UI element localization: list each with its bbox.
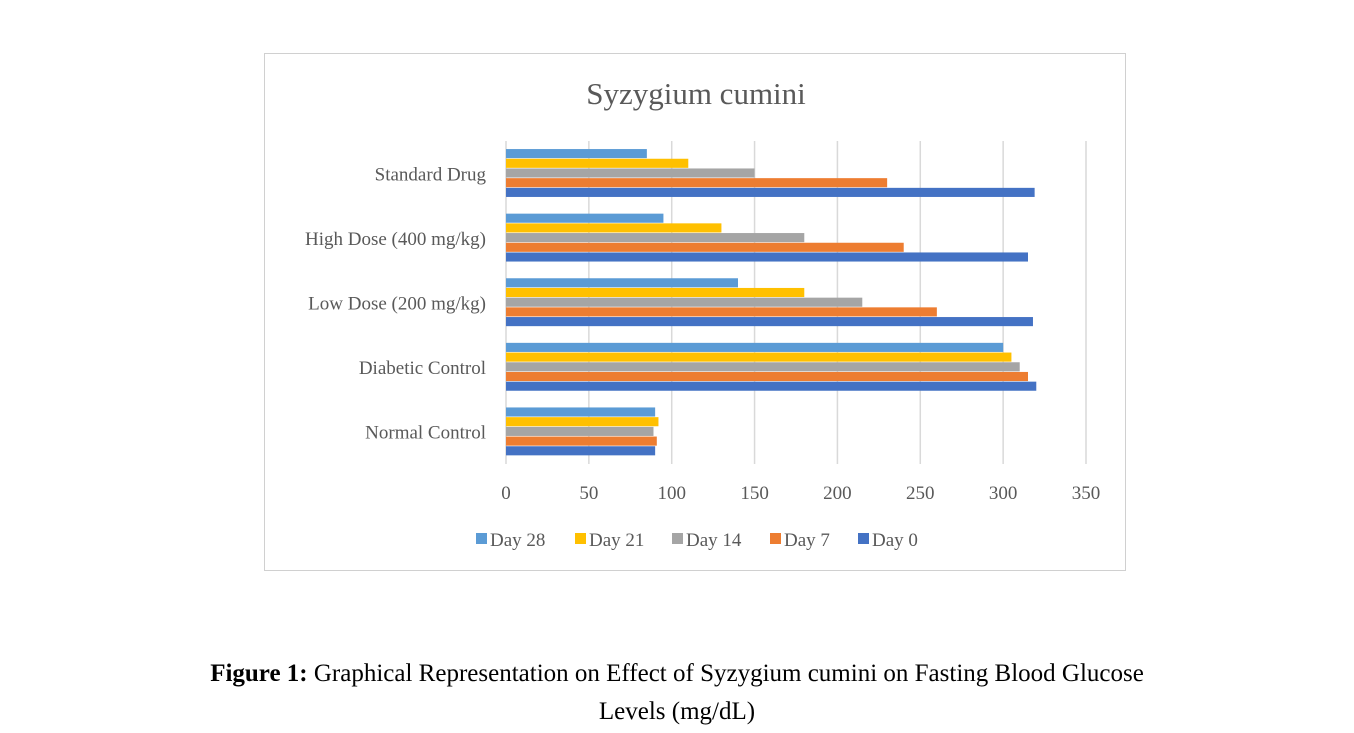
bar-day-7 xyxy=(506,436,657,446)
legend-swatch xyxy=(858,533,869,544)
bar-day-21 xyxy=(506,352,1012,362)
bar-chart: Syzygium cumini 0 50 100 150 200 250 300 350 Norm… xyxy=(305,76,1101,551)
legend-swatch xyxy=(672,533,683,544)
bar-day-7 xyxy=(506,371,1028,382)
legend-label: Day 28 xyxy=(490,530,545,551)
bar-day-7 xyxy=(506,307,937,317)
category-label: Low Dose (200 mg/kg) xyxy=(308,294,486,315)
x-tick-label: 200 xyxy=(823,483,852,504)
x-tick-label: 350 xyxy=(1072,483,1101,504)
bar-day-0 xyxy=(506,252,1028,262)
legend-label: Day 14 xyxy=(686,530,742,551)
bar-day-14 xyxy=(506,297,863,307)
x-tick-label: 100 xyxy=(657,483,686,504)
bar-day-21 xyxy=(506,158,689,168)
x-tick-label: 150 xyxy=(740,483,769,504)
bar-day-14 xyxy=(506,233,805,243)
bar-day-0 xyxy=(506,187,1035,197)
x-tick-label: 0 xyxy=(501,483,511,504)
legend-label: Day 7 xyxy=(784,530,830,551)
caption-label: Figure 1: xyxy=(210,660,308,687)
bar-day-21 xyxy=(506,417,659,427)
bar-day-28 xyxy=(506,213,664,223)
figure-caption: Figure 1: Graphical Representation on Ef… xyxy=(0,655,1354,731)
caption-text: Graphical Representation on Effect of Sy… xyxy=(307,660,1144,687)
bar-day-21 xyxy=(506,223,722,233)
bar-day-28 xyxy=(506,149,647,159)
caption-text-line2: Levels (mg/dL) xyxy=(598,698,756,725)
chart-container: Syzygium cumini 0 50 100 150 200 250 300 350 Norm… xyxy=(264,53,1126,571)
legend-swatch xyxy=(770,533,781,544)
x-tick-label: 300 xyxy=(989,483,1018,504)
category-label: High Dose (400 mg/kg) xyxy=(305,229,486,250)
x-tick-label: 250 xyxy=(906,483,935,504)
legend-label: Day 21 xyxy=(589,530,644,551)
bar-day-21 xyxy=(506,287,805,298)
legend-label: Day 0 xyxy=(872,530,918,551)
bar-day-7 xyxy=(506,242,904,252)
category-label: Normal Control xyxy=(365,423,486,444)
bar-day-14 xyxy=(506,426,654,436)
bar-day-28 xyxy=(506,342,1004,352)
bar-day-28 xyxy=(506,278,738,288)
bar-day-14 xyxy=(506,168,755,178)
bar-day-7 xyxy=(506,178,888,188)
x-tick-label: 50 xyxy=(579,483,598,504)
category-label: Diabetic Control xyxy=(359,358,486,379)
bar-day-0 xyxy=(506,446,656,456)
bar-day-0 xyxy=(506,317,1033,327)
category-label: Standard Drug xyxy=(375,164,487,185)
bar-day-28 xyxy=(506,407,656,417)
legend-swatch xyxy=(476,533,487,544)
chart-title: Syzygium cumini xyxy=(586,76,806,111)
legend-swatch xyxy=(575,533,586,544)
bar-day-0 xyxy=(506,381,1037,391)
bar-day-14 xyxy=(506,362,1020,372)
